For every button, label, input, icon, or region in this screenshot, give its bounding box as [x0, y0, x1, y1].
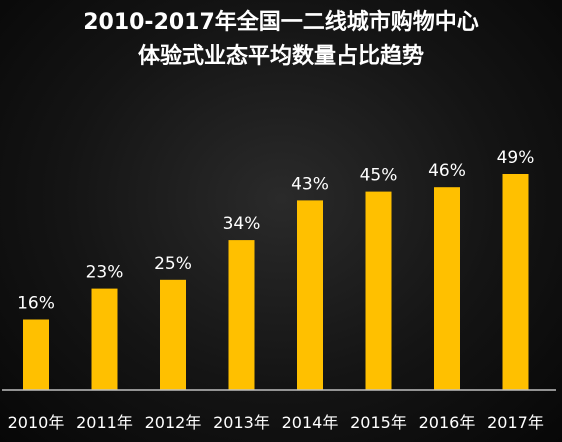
x-tick-label-2010年: 2010年 — [8, 413, 65, 432]
chart-title-line-1: 2010-2017年全国一二线城市购物中心 — [83, 10, 479, 35]
data-label-2014年: 43% — [291, 174, 329, 194]
x-tick-label-2017年: 2017年 — [487, 413, 544, 432]
x-tick-label-2015年: 2015年 — [350, 413, 407, 432]
bar-2016年 — [434, 187, 460, 390]
x-tick-label-2011年: 2011年 — [76, 413, 133, 432]
chart-title: 2010-2017年全国一二线城市购物中心 体验式业态平均数量占比趋势 — [0, 6, 562, 74]
bar-2010年 — [23, 319, 49, 390]
bar-2015年 — [365, 191, 392, 390]
x-tick-label-2014年: 2014年 — [282, 413, 339, 432]
bars-layer — [23, 174, 529, 390]
ticks-layer: 2010年 2011年 2012年 2013年 2014年 2015年 2016年 2017年 — [8, 413, 544, 432]
data-label-2011年: 23% — [86, 263, 124, 283]
bar-2012年 — [160, 279, 186, 390]
x-tick-label-2013年: 2013年 — [213, 413, 270, 432]
chart-title-line-2: 体验式业态平均数量占比趋势 — [137, 44, 424, 69]
data-label-2013年: 34% — [223, 214, 261, 234]
data-label-2016年: 46% — [428, 161, 466, 181]
data-label-2012年: 25% — [154, 254, 192, 274]
data-label-2015年: 45% — [360, 166, 398, 186]
data-label-2010年: 16% — [17, 294, 55, 314]
bar-2013年 — [228, 240, 255, 390]
bar-2017年 — [502, 174, 529, 390]
bar-2011年 — [91, 288, 118, 390]
bar-2014年 — [297, 200, 323, 390]
x-tick-label-2016年: 2016年 — [419, 413, 476, 432]
labels-layer: 16% 23% 25% 34% 43% 45% 46% 49% — [17, 148, 534, 314]
data-label-2017年: 49% — [497, 148, 535, 168]
x-tick-label-2012年: 2012年 — [145, 413, 202, 432]
